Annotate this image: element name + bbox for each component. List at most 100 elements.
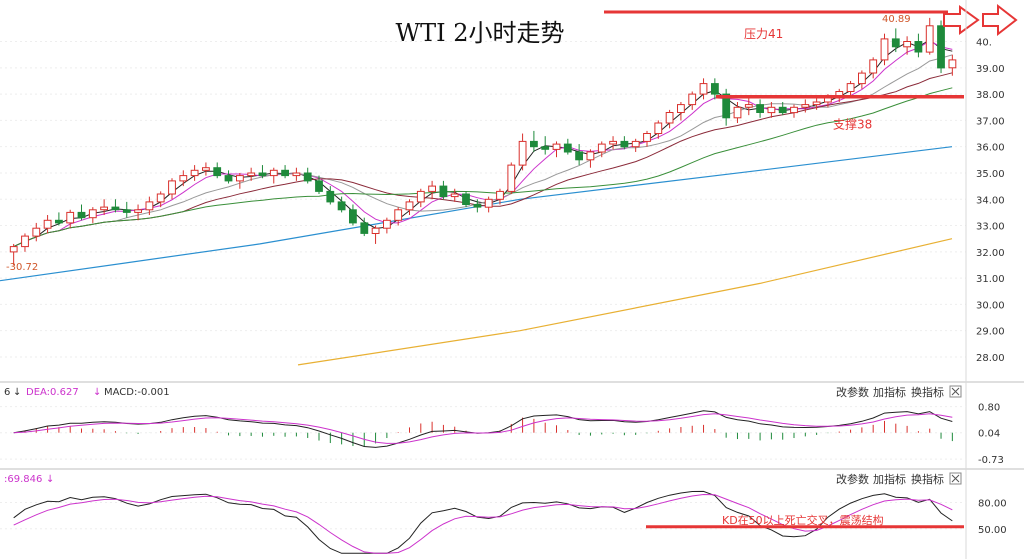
candle-body [563, 143, 572, 153]
y-tick-label: 38.00 [976, 90, 1005, 101]
candle [134, 204, 142, 221]
close-icon[interactable] [949, 385, 962, 398]
candle [462, 191, 470, 208]
candle [337, 196, 346, 213]
macd-panel: 0.800.04-0.73 6 ↓ DEA:0.627 ↓ MACD:-0.001 改参… [0, 385, 1004, 466]
candle-body [744, 104, 753, 108]
candle [111, 199, 120, 213]
price-annotations: 压力41 支撑38 [604, 3, 1018, 132]
candle-body [586, 151, 595, 161]
dif-line [13, 410, 953, 448]
toolbar-button[interactable]: 改参数 [836, 472, 869, 486]
candle [100, 199, 108, 216]
candle-body [190, 169, 199, 177]
candle [744, 96, 753, 116]
candle-body [891, 38, 900, 48]
candle [925, 17, 934, 55]
candle [269, 167, 278, 184]
candle [812, 96, 821, 110]
candle [722, 88, 731, 126]
toolbar-button[interactable]: 换指标 [911, 472, 944, 486]
toolbar-button[interactable]: 加指标 [873, 472, 906, 486]
candle [575, 144, 584, 166]
candle-body [349, 209, 357, 224]
candle-body [643, 133, 651, 142]
candle [213, 162, 222, 179]
macd-y-axis: 0.80 0.04 -0.73 [978, 403, 1004, 467]
resistance-arrow [943, 5, 980, 35]
toolbar-button[interactable]: 改参数 [836, 385, 869, 399]
y-tick-label: -0.73 [978, 455, 1004, 466]
candle [677, 102, 685, 121]
candle [303, 167, 312, 184]
candle [156, 191, 165, 208]
candle-body [168, 180, 176, 195]
candle-body [880, 38, 889, 61]
candle-body [100, 206, 108, 211]
candle [914, 33, 923, 58]
candle [665, 109, 674, 129]
d-line [13, 493, 953, 554]
candle [394, 207, 403, 226]
candle [620, 136, 629, 150]
candle-body [156, 193, 165, 203]
candle-body [462, 193, 470, 205]
macd-histogram [24, 417, 953, 447]
candle-body [677, 104, 685, 113]
candle [88, 207, 97, 223]
candle-body [450, 193, 459, 198]
candle-body [281, 169, 290, 177]
candle [552, 141, 561, 158]
candle-body [778, 106, 787, 114]
candle-body [937, 25, 945, 69]
toolbar-button[interactable]: 加指标 [873, 385, 906, 399]
support-label: 支撑38 [833, 117, 872, 132]
kd-lines [13, 490, 953, 554]
candle-body [473, 204, 482, 208]
candle-body [77, 211, 86, 219]
candle-body [496, 190, 504, 200]
candle [733, 102, 742, 124]
candle [439, 180, 448, 200]
candle [586, 149, 595, 168]
candle-body [530, 140, 538, 148]
candle-body [32, 227, 41, 237]
candle-body [801, 104, 810, 108]
y-tick-label: 33.00 [976, 222, 1005, 233]
candle [168, 178, 176, 200]
y-tick-label: 40. [976, 38, 992, 49]
candle-body [620, 140, 629, 148]
candle [326, 186, 335, 205]
candle [43, 215, 52, 234]
candle-body [202, 167, 210, 171]
candle-body [654, 122, 663, 134]
close-icon[interactable] [949, 472, 962, 485]
candle-body [790, 106, 798, 114]
candle [756, 99, 765, 118]
candle-body [383, 219, 391, 229]
candle-body [55, 219, 63, 224]
candle [349, 204, 357, 226]
candle-body [518, 140, 527, 166]
candlesticks [9, 17, 957, 265]
toolbar-button[interactable]: 换指标 [911, 385, 944, 399]
candle-body [767, 106, 776, 114]
candle [450, 188, 459, 202]
y-tick-label: 0.80 [978, 403, 1000, 414]
candle [699, 78, 708, 100]
main-y-axis: 40. 39.00 38.00 37.00 36.00 35.00 34.00 33.00 32… [976, 38, 1005, 364]
candle [496, 188, 504, 205]
candle [473, 199, 482, 213]
candle [258, 165, 267, 179]
y-tick-label: 28.00 [976, 353, 1005, 364]
candle [9, 243, 18, 265]
macd-header-item: MACD:-0.001 [104, 387, 170, 398]
candle [145, 196, 154, 216]
candle-body [507, 164, 516, 192]
candle-body [258, 172, 267, 177]
candle-body [722, 93, 731, 119]
candle [880, 33, 889, 66]
candle [224, 170, 233, 184]
y-tick-label: 35.00 [976, 169, 1005, 180]
